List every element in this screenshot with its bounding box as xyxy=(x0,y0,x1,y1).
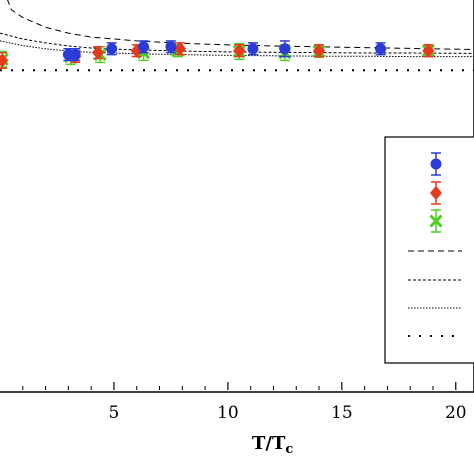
legend-marker-3 xyxy=(429,209,443,233)
curve-2 xyxy=(0,32,474,54)
series-2-point xyxy=(0,51,9,69)
curve-3 xyxy=(0,40,474,58)
series-1-point xyxy=(69,48,81,62)
plot-frame xyxy=(0,0,474,393)
legend-marker-2 xyxy=(429,181,443,205)
x-tick-label: 15 xyxy=(331,403,353,423)
legend xyxy=(384,136,474,364)
series-1-point xyxy=(247,42,259,56)
curve-1 xyxy=(7,0,474,50)
x-axis-title-main: T/T xyxy=(252,433,286,454)
points-layer xyxy=(0,40,435,69)
series-1-point xyxy=(106,42,118,56)
x-tick-label: 20 xyxy=(445,403,467,423)
series-1-point xyxy=(279,40,291,58)
series-2-point xyxy=(91,45,105,60)
legend-box xyxy=(384,136,474,364)
series-2-point xyxy=(173,41,187,56)
series-1-point xyxy=(375,42,387,56)
series-2-point xyxy=(233,43,246,58)
x-axis-title-subscript: c xyxy=(285,442,293,457)
x-ticks-layer: 5 10 15 20 xyxy=(22,382,467,423)
series-2-point xyxy=(312,43,326,58)
series-2-point xyxy=(422,43,435,58)
x-tick-label: 10 xyxy=(217,403,239,423)
legend-marker-1 xyxy=(430,152,442,176)
series-1-point xyxy=(138,40,150,54)
series-1-point xyxy=(165,40,177,54)
x-tick-label: 5 xyxy=(109,403,120,423)
curves-layer xyxy=(0,0,474,72)
x-axis-title: T/Tc xyxy=(252,433,293,457)
